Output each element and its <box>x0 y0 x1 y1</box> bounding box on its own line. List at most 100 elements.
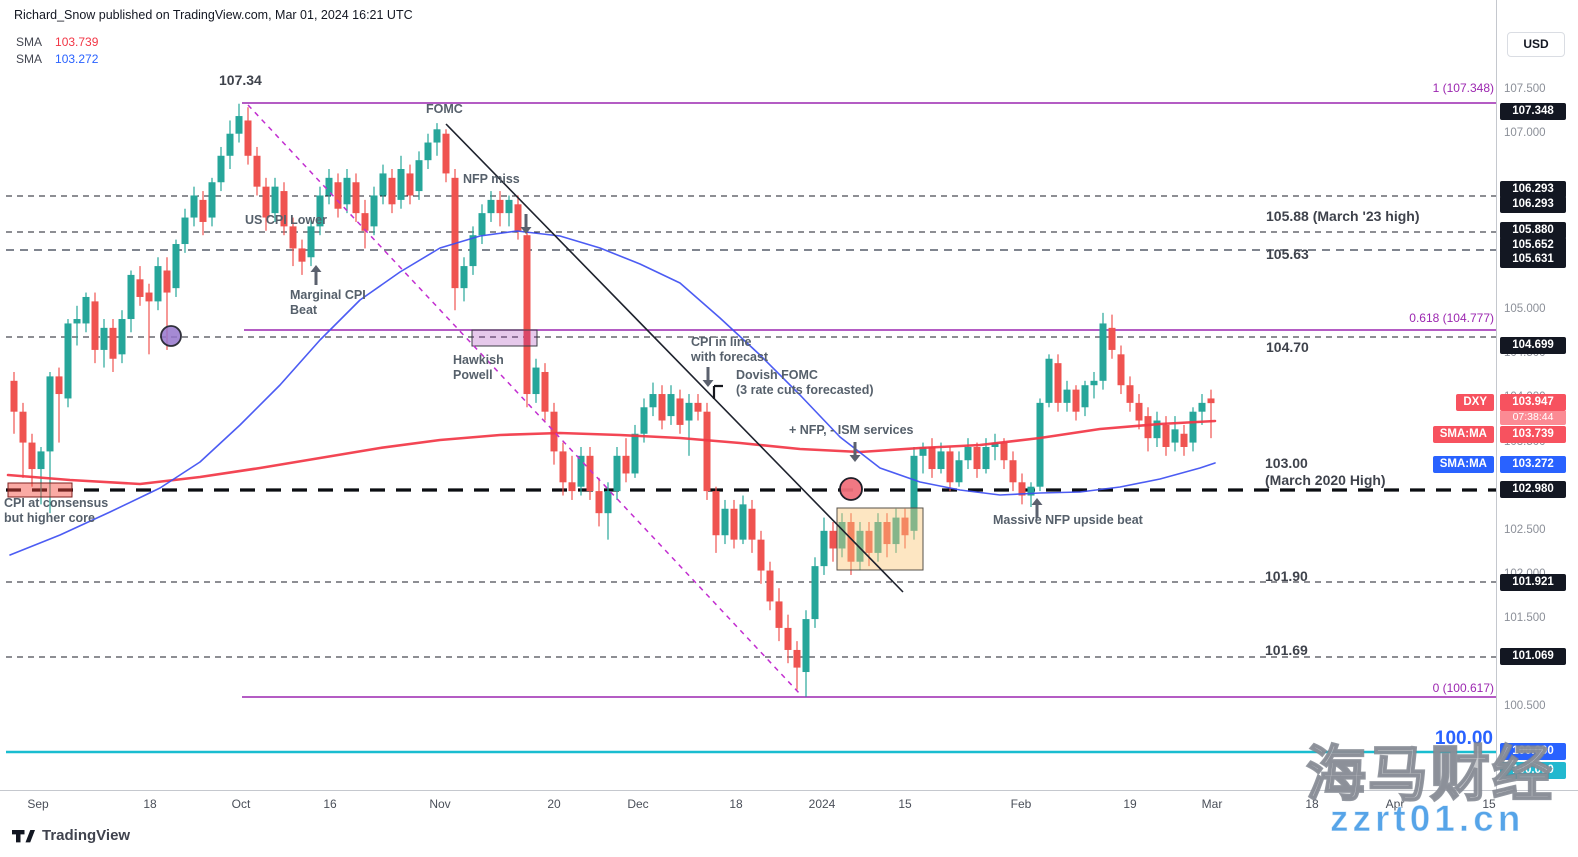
countdown-timer: 07:38:44 <box>1500 411 1566 425</box>
tradingview-brand[interactable]: TradingView <box>12 827 130 844</box>
sma-long-line[interactable] <box>6 419 1217 486</box>
purple-circle-marker[interactable] <box>160 325 182 347</box>
trendline[interactable] <box>247 104 801 695</box>
currency-toggle-button[interactable]: USD <box>1507 32 1565 57</box>
candle <box>991 433 999 461</box>
candle <box>343 169 351 214</box>
candle <box>478 204 486 245</box>
candle <box>523 226 531 408</box>
candle <box>1036 398 1044 492</box>
candle <box>811 557 819 628</box>
price-tick-label: 107.500 <box>1504 83 1546 95</box>
candle <box>694 394 702 421</box>
candle <box>1135 394 1143 430</box>
price-badge: 106.293 <box>1500 196 1566 213</box>
candle <box>424 133 432 170</box>
candlestick-chart[interactable] <box>0 0 1496 790</box>
candle <box>829 522 837 562</box>
candle <box>748 499 756 553</box>
down-arrow-icon <box>849 442 861 462</box>
candle <box>946 446 954 492</box>
candle <box>298 239 306 275</box>
bracket-mark[interactable] <box>712 384 723 399</box>
watermark-cjk: 海马财经 <box>1305 740 1554 809</box>
candle <box>973 442 981 478</box>
sma-legend-row[interactable]: SMA 103.272 <box>16 50 98 67</box>
candle <box>118 310 126 364</box>
candle <box>1045 354 1053 408</box>
watermark-url: zzrt01.cn <box>1329 798 1525 840</box>
price-axis[interactable]: USD 107.500107.000105.000104.500104.0001… <box>1496 0 1578 790</box>
candle <box>100 319 108 368</box>
price-badge: 101.069 <box>1500 648 1566 665</box>
sma-legend-row[interactable]: SMA 103.739 <box>16 33 98 50</box>
candle <box>658 385 666 430</box>
pink-circle-marker[interactable] <box>839 477 863 501</box>
candle <box>505 195 513 227</box>
candle <box>433 123 441 156</box>
time-tick-label: 19 <box>1123 797 1137 811</box>
price-badge: 106.293 <box>1500 181 1566 198</box>
price-badge: 105.652 <box>1500 237 1566 254</box>
candle <box>415 151 423 200</box>
candle <box>235 103 243 143</box>
chart-pane[interactable] <box>0 0 1496 790</box>
yellow-consolidation-box[interactable] <box>836 507 924 571</box>
price-tick-label: 107.000 <box>1504 127 1546 139</box>
time-tick-label: Apr <box>1385 797 1405 811</box>
candle <box>10 371 18 434</box>
time-tick-label: 18 <box>1305 797 1319 811</box>
candle <box>370 186 378 236</box>
price-tick-label: 102.500 <box>1504 524 1546 536</box>
candle <box>181 208 189 253</box>
price-badge: 107.348 <box>1500 103 1566 120</box>
candle <box>802 610 810 697</box>
time-tick-label: Oct <box>231 797 251 811</box>
candle <box>1072 385 1080 421</box>
candle <box>496 191 504 227</box>
candle <box>280 182 288 236</box>
candle <box>253 146 261 196</box>
candle <box>451 169 459 311</box>
time-axis[interactable]: Sep 18 Oct 16 Nov 20 Dec 18 2024 15 Feb 19 Mar 18 Apr 1… <box>0 790 1578 823</box>
candle <box>406 164 414 205</box>
candle <box>397 155 405 209</box>
candle <box>631 424 639 478</box>
candle <box>955 451 963 487</box>
price-tick-label: 105.000 <box>1504 303 1546 315</box>
sma-label: SMA <box>16 34 43 49</box>
candle <box>325 169 333 205</box>
candle <box>703 402 711 500</box>
price-badge: 105.631 <box>1500 251 1566 268</box>
candle <box>766 561 774 611</box>
time-tick-label: 16 <box>323 797 337 811</box>
candle <box>1018 473 1026 505</box>
candle <box>379 164 387 205</box>
purple-highlight-box[interactable] <box>471 329 538 347</box>
candle <box>757 530 765 584</box>
candle <box>469 226 477 275</box>
sma-short-line[interactable] <box>9 230 1216 556</box>
candle <box>1027 482 1035 508</box>
candle <box>388 169 396 214</box>
candle <box>1198 394 1206 425</box>
candle <box>514 195 522 240</box>
candle <box>622 438 630 483</box>
candle <box>37 446 45 505</box>
candle <box>1189 407 1197 452</box>
candle <box>541 363 549 421</box>
price-tick-label: 100.500 <box>1504 700 1546 712</box>
candle <box>847 513 855 575</box>
candle <box>559 442 567 496</box>
indicator-legend: SMA 103.739 SMA 103.272 <box>16 33 98 67</box>
candle <box>190 186 198 227</box>
time-tick-label: 15 <box>898 797 912 811</box>
published-byline: Richard_Snow published on TradingView.co… <box>14 8 413 22</box>
candle <box>19 402 27 478</box>
candle <box>82 292 90 333</box>
pink-event-box[interactable] <box>7 482 73 498</box>
trendline[interactable] <box>445 123 904 593</box>
candle <box>1081 380 1089 417</box>
candle <box>595 477 603 527</box>
time-tick-label: 18 <box>143 797 157 811</box>
